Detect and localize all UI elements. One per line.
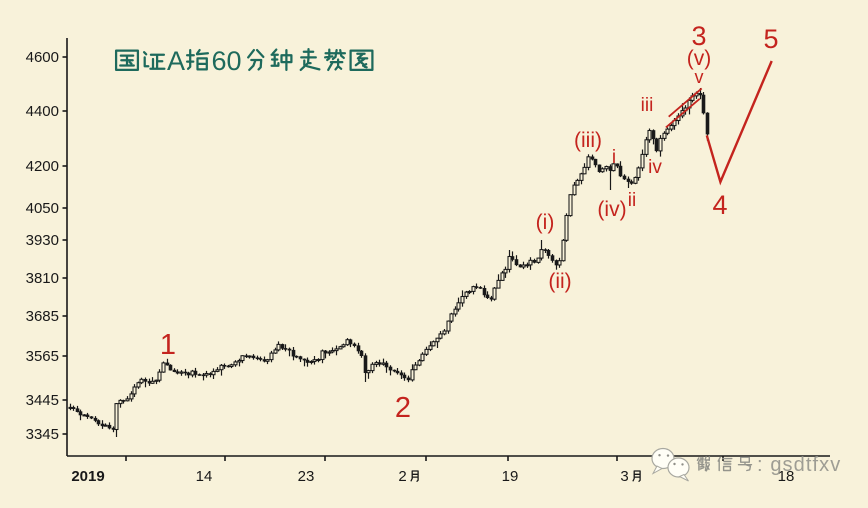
svg-text:3810: 3810 xyxy=(26,270,59,287)
svg-text:(ii): (ii) xyxy=(548,270,571,293)
svg-text:4050: 4050 xyxy=(26,200,59,217)
svg-text:4: 4 xyxy=(712,190,727,220)
svg-text:v: v xyxy=(695,67,704,87)
svg-text:19: 19 xyxy=(502,468,519,485)
svg-text:3: 3 xyxy=(691,21,706,51)
svg-text:5: 5 xyxy=(763,24,778,54)
svg-text:(iii): (iii) xyxy=(574,129,602,152)
svg-text:2019: 2019 xyxy=(71,468,104,485)
svg-text:iii: iii xyxy=(641,95,654,116)
svg-text:(v): (v) xyxy=(687,47,712,70)
svg-text:iv: iv xyxy=(648,157,662,178)
svg-text:2: 2 xyxy=(398,468,406,485)
svg-text:4200: 4200 xyxy=(26,158,59,175)
svg-text:ii: ii xyxy=(628,190,636,211)
svg-text:A: A xyxy=(167,46,185,76)
svg-text:3565: 3565 xyxy=(26,348,59,365)
svg-text:i: i xyxy=(612,147,616,168)
svg-text:3930: 3930 xyxy=(26,232,59,249)
svg-text:2: 2 xyxy=(395,392,411,424)
svg-text:18: 18 xyxy=(778,468,795,485)
svg-text:3: 3 xyxy=(620,468,628,485)
svg-text:: gsdtfxv: : gsdtfxv xyxy=(757,454,841,476)
svg-text:3685: 3685 xyxy=(26,308,59,325)
svg-text:60: 60 xyxy=(212,46,242,76)
svg-text:1: 1 xyxy=(160,329,176,361)
svg-text:(iv): (iv) xyxy=(597,198,626,221)
svg-text:3445: 3445 xyxy=(26,392,59,409)
svg-text:4600: 4600 xyxy=(26,49,59,66)
svg-text:3345: 3345 xyxy=(26,426,59,443)
svg-text:14: 14 xyxy=(196,468,213,485)
svg-text:(i): (i) xyxy=(536,211,555,234)
svg-text:23: 23 xyxy=(298,468,315,485)
svg-text:4400: 4400 xyxy=(26,103,59,120)
